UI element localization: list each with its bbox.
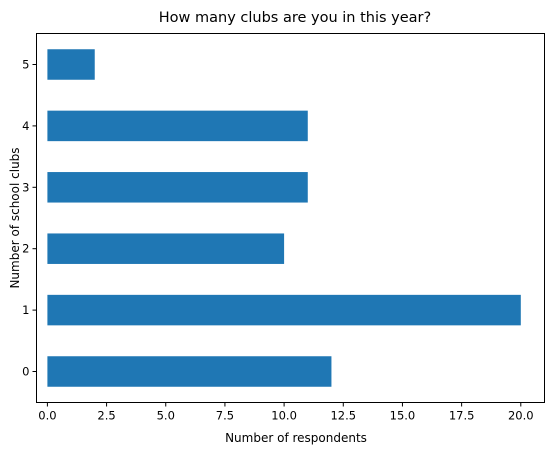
bar-5 <box>47 49 95 80</box>
bar-1 <box>47 294 521 326</box>
plot-frame <box>36 33 545 403</box>
x-axis-label: Number of respondents <box>225 431 367 445</box>
x-tick-label: 12.5 <box>330 409 356 423</box>
bar-2 <box>47 233 285 264</box>
bars-group <box>47 49 521 387</box>
x-tick-label: 10.0 <box>271 409 297 423</box>
bar-0 <box>47 356 332 387</box>
x-axis-ticks: 0.0 2.5 5.0 7.5 10.0 12.5 15.0 17.5 20.0 <box>38 402 534 423</box>
x-tick-label: 20.0 <box>508 409 534 423</box>
x-tick-label: 15.0 <box>390 409 416 423</box>
y-tick-label: 2 <box>22 242 29 256</box>
y-tick-label: 4 <box>22 119 29 133</box>
x-tick-label: 0.0 <box>38 409 56 423</box>
y-tick-label: 0 <box>22 365 29 379</box>
x-tick-label: 17.5 <box>449 409 475 423</box>
x-tick-label: 5.0 <box>157 409 175 423</box>
y-tick-label: 3 <box>22 180 29 194</box>
bar-4 <box>47 110 308 142</box>
y-axis-label: Number of school clubs <box>8 147 22 288</box>
x-tick-label: 7.5 <box>216 409 234 423</box>
y-tick-label: 5 <box>22 58 29 72</box>
y-axis-ticks: 0 1 2 3 4 5 <box>22 58 37 379</box>
bar-3 <box>47 172 308 203</box>
y-tick-label: 1 <box>22 303 29 317</box>
chart-title: How many clubs are you in this year? <box>159 10 431 26</box>
x-tick-label: 2.5 <box>97 409 115 423</box>
